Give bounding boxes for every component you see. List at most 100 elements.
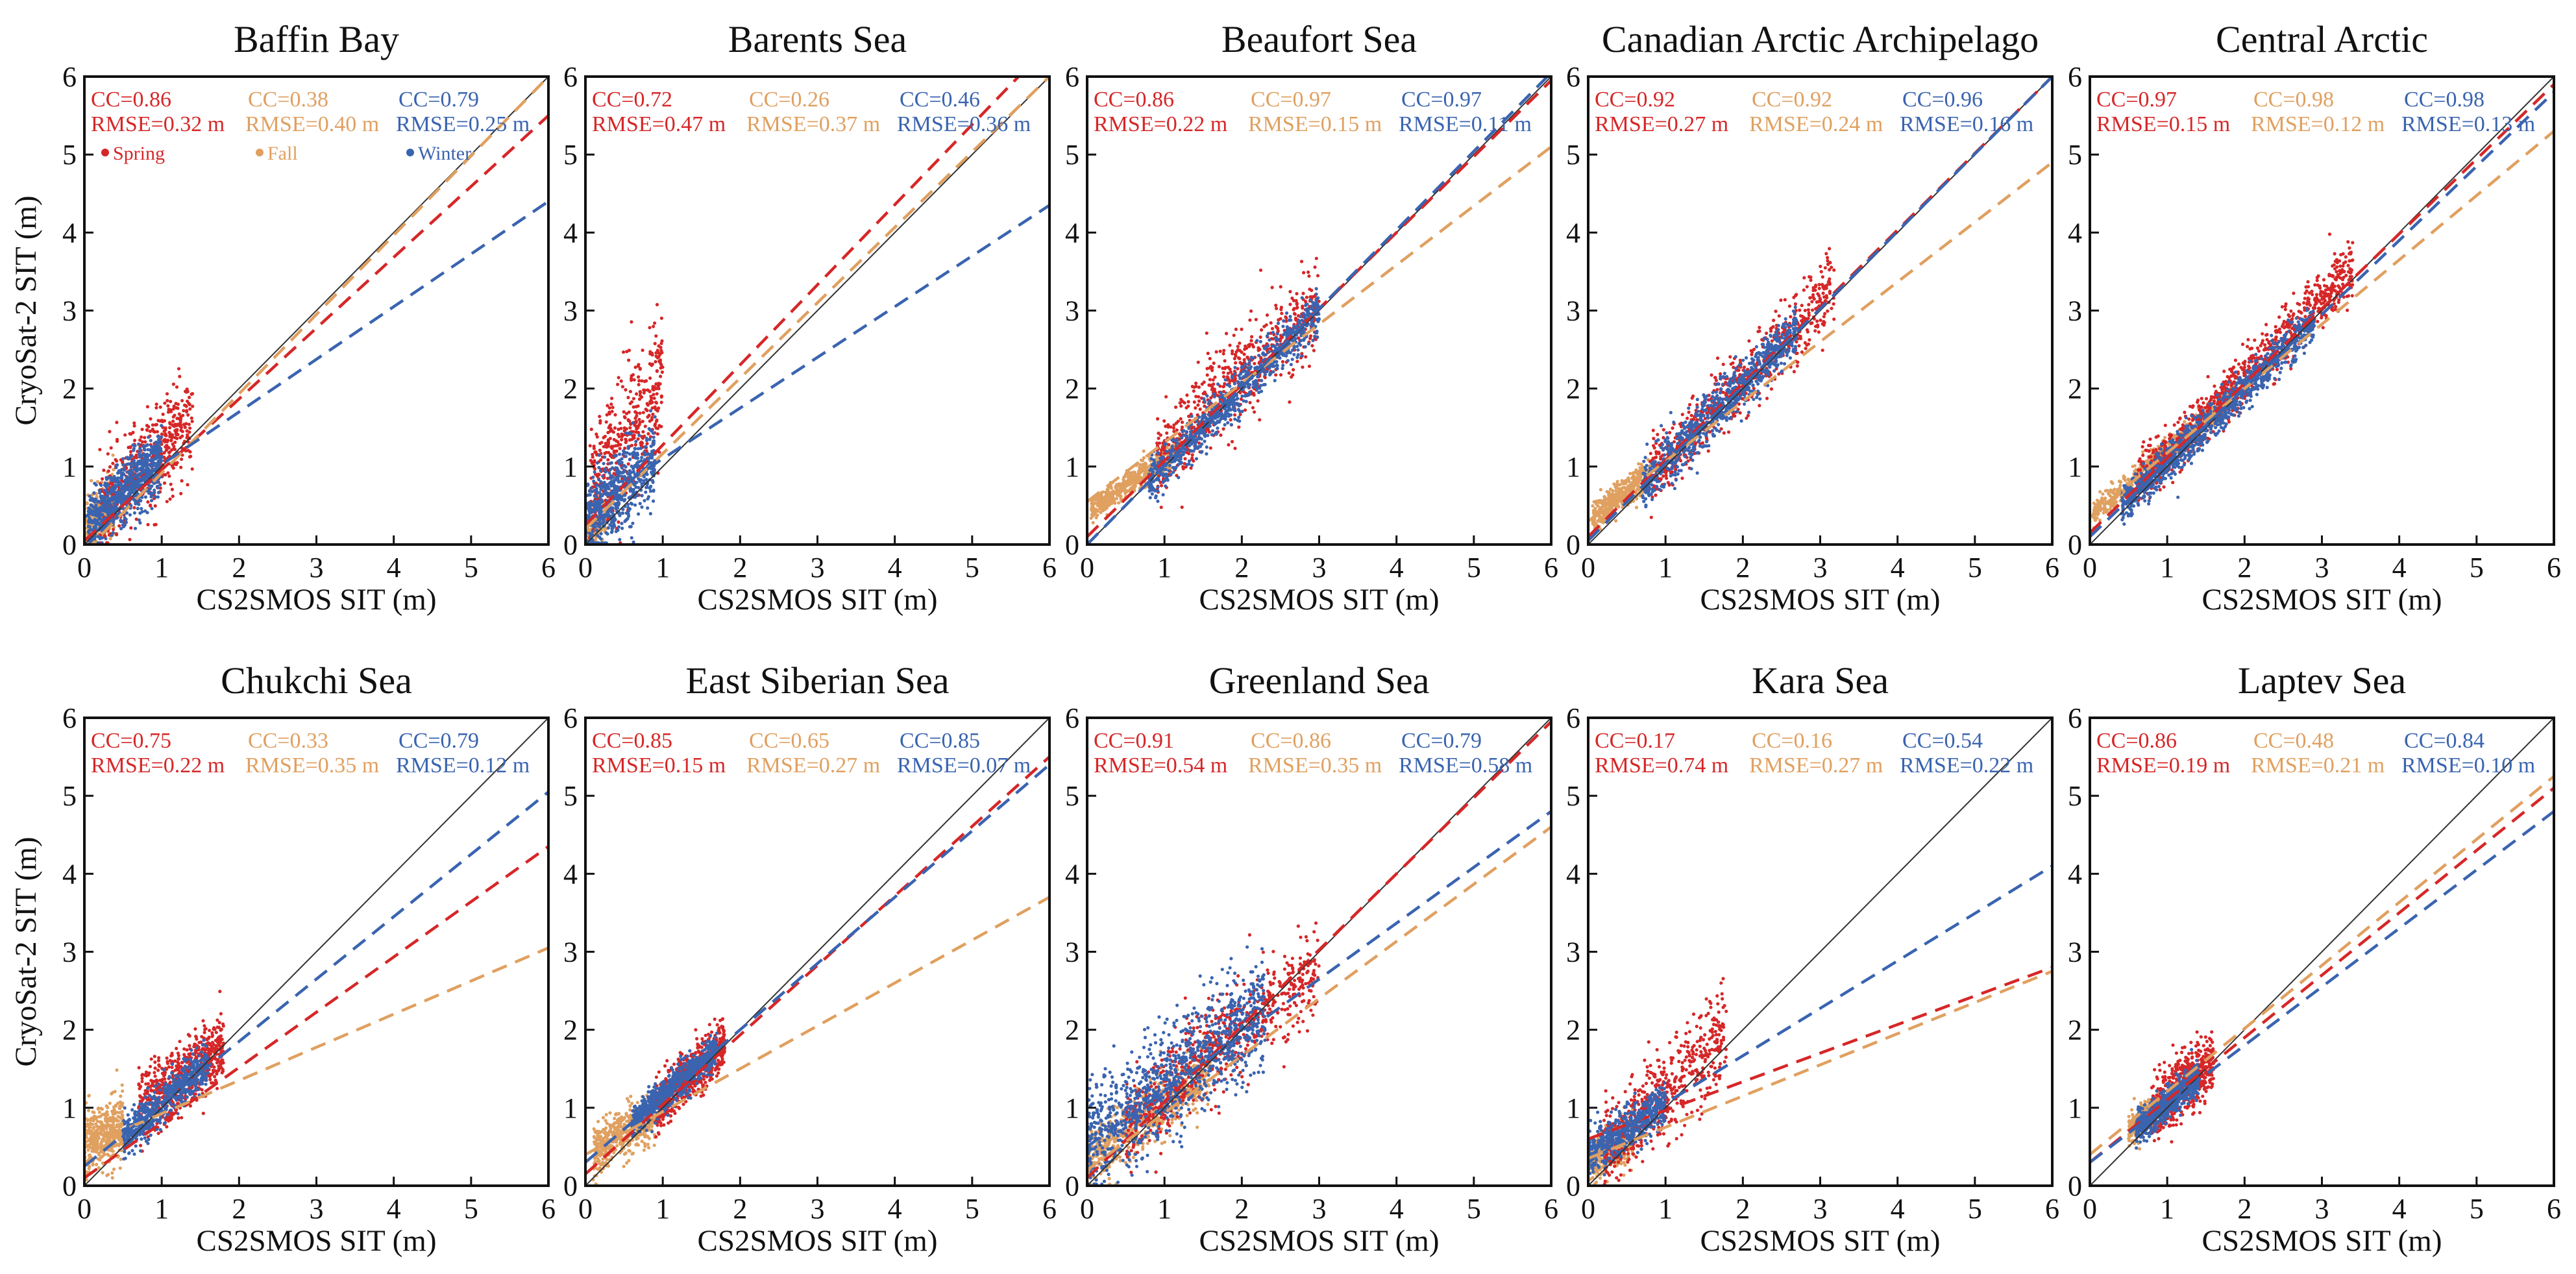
- scatter-point: [1135, 479, 1139, 484]
- scatter-point: [1296, 353, 1300, 357]
- scatter-point: [635, 430, 639, 434]
- scatter-point: [1249, 365, 1253, 369]
- scatter-point: [1262, 347, 1266, 350]
- scatter-point: [1205, 367, 1209, 371]
- scatter-point: [1140, 467, 1144, 471]
- scatter-point: [1281, 352, 1284, 356]
- rmse-fall: RMSE=0.15 m: [1248, 112, 1382, 136]
- scatter-point: [132, 439, 137, 443]
- scatter-point: [178, 424, 182, 428]
- scatter-point: [115, 437, 119, 441]
- scatter-point: [1117, 501, 1121, 505]
- scatter-point: [114, 506, 118, 509]
- scatter-point: [591, 452, 595, 457]
- x-tick-label: 4: [1390, 552, 1404, 583]
- scatter-point: [129, 491, 132, 495]
- scatter-point: [614, 478, 618, 482]
- scatter-point: [617, 462, 621, 466]
- scatter-point: [138, 455, 141, 459]
- scatter-point: [594, 495, 598, 499]
- scatter-point: [1265, 313, 1270, 317]
- scatter-point: [656, 426, 660, 430]
- panel-title: Beaufort Sea: [1221, 18, 1417, 60]
- legend-marker-fall: [256, 149, 264, 156]
- scatter-point: [1278, 356, 1282, 360]
- scatter-point: [611, 430, 616, 434]
- scatter-point: [1214, 350, 1218, 354]
- scatter-point: [1290, 358, 1294, 361]
- scatter-point: [1236, 380, 1240, 384]
- scatter-point: [160, 455, 164, 459]
- scatter-point: [172, 447, 176, 451]
- scatter-point: [151, 450, 155, 454]
- scatter-point: [112, 528, 116, 532]
- scatter-winter: [86, 424, 164, 545]
- scatter-point: [117, 469, 121, 473]
- scatter-point: [1225, 383, 1229, 387]
- scatter-point: [602, 491, 606, 495]
- scatter-point: [1243, 408, 1247, 412]
- scatter-point: [1171, 426, 1175, 430]
- scatter-point: [191, 404, 195, 408]
- scatter-point: [188, 395, 191, 400]
- scatter-point: [593, 525, 597, 529]
- scatter-point: [1305, 295, 1308, 299]
- scatter-point: [606, 430, 610, 435]
- scatter-point: [1174, 405, 1178, 410]
- scatter-point: [169, 410, 173, 413]
- scatter-point: [1245, 366, 1250, 370]
- scatter-point: [189, 454, 193, 458]
- scatter-point: [632, 397, 636, 400]
- scatter-point: [1302, 326, 1306, 330]
- scatter-point: [165, 448, 169, 452]
- scatter-point: [1202, 397, 1206, 401]
- scatter-point: [603, 467, 607, 471]
- scatter-point: [626, 502, 630, 506]
- scatter-point: [1219, 391, 1223, 395]
- scatter-point: [116, 484, 119, 487]
- scatter-point: [1171, 465, 1175, 470]
- scatter-point: [593, 489, 597, 493]
- scatter-point: [168, 450, 172, 454]
- scatter-point: [141, 471, 145, 474]
- scatter-point: [1223, 367, 1227, 371]
- scatter-point: [652, 325, 656, 328]
- scatter-point: [1208, 378, 1212, 382]
- scatter-point: [659, 366, 663, 370]
- scatter-point: [617, 520, 620, 524]
- scatter-point: [648, 456, 652, 460]
- scatter-point: [651, 412, 655, 417]
- scatter-point: [611, 406, 615, 410]
- scatter-point: [637, 363, 641, 367]
- scatter-point: [108, 511, 112, 515]
- scatter-point: [1300, 319, 1304, 323]
- scatter-point: [1257, 346, 1260, 350]
- scatter-point: [1273, 378, 1277, 383]
- scatter-point: [642, 450, 646, 454]
- scatter-point: [633, 423, 637, 427]
- cc-winter: CC=0.46: [900, 88, 980, 112]
- scatter-point: [658, 424, 662, 428]
- scatter-point: [130, 491, 134, 495]
- scatter-point: [602, 521, 606, 524]
- x-tick-label: 5: [1467, 552, 1481, 583]
- scatter-point: [1190, 458, 1194, 461]
- x-tick-label: 5: [965, 552, 979, 583]
- scatter-point: [1102, 499, 1106, 503]
- scatter-point: [634, 421, 638, 424]
- scatter-point: [598, 441, 602, 445]
- scatter-point: [603, 434, 607, 439]
- cc-spring: CC=0.86: [91, 88, 171, 112]
- scatter-point: [1103, 507, 1107, 511]
- scatter-point: [179, 465, 183, 469]
- scatter-point: [624, 465, 628, 469]
- scatter-point: [627, 514, 631, 518]
- scatter-point: [1302, 271, 1306, 275]
- scatter-point: [93, 500, 97, 504]
- scatter-point: [1181, 467, 1185, 471]
- scatter-point: [1180, 425, 1184, 429]
- scatter-point: [607, 442, 611, 446]
- scatter-point: [1129, 472, 1133, 476]
- scatter-point: [637, 417, 641, 421]
- scatter-point: [638, 411, 642, 415]
